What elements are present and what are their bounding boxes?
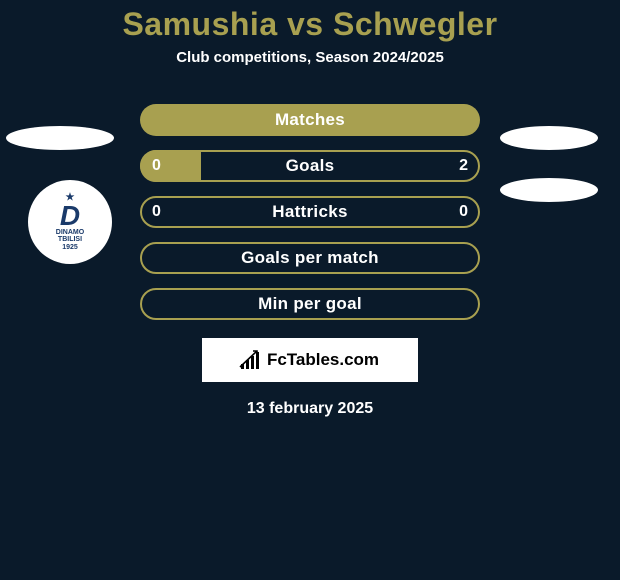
badge-top-text: DINAMO <box>56 229 84 237</box>
badge-year: 1925 <box>62 244 78 252</box>
ellipse-decor-right-1 <box>500 126 598 150</box>
stat-label: Hattricks <box>140 202 480 222</box>
ellipse-decor-right-2 <box>500 178 598 202</box>
date-label: 13 february 2025 <box>247 400 373 418</box>
club-badge: ★ D DINAMO TBILISI 1925 <box>28 180 112 264</box>
site-logo: FcTables.com <box>202 338 418 382</box>
stat-label: Goals <box>140 156 480 176</box>
stat-value-right: 2 <box>459 157 468 175</box>
stat-label: Goals per match <box>140 248 480 268</box>
logo-chart-icon <box>241 351 263 369</box>
club-badge-inner: ★ D DINAMO TBILISI 1925 <box>56 192 84 251</box>
vs-label: vs <box>287 6 324 42</box>
player2-name: Schwegler <box>333 6 498 42</box>
comparison-card: Samushia vs Schwegler Club competitions,… <box>0 0 620 580</box>
logo-arrow-icon <box>239 349 263 369</box>
stat-label: Min per goal <box>140 294 480 314</box>
stat-row: Min per goal <box>140 288 480 320</box>
player1-name: Samushia <box>122 6 277 42</box>
badge-bottom-text: TBILISI <box>58 236 82 244</box>
stat-label: Matches <box>140 110 480 130</box>
logo-text: FcTables.com <box>267 350 379 370</box>
badge-letter: D <box>60 203 80 228</box>
stat-row: Goals per match <box>140 242 480 274</box>
stat-value-right: 0 <box>459 203 468 221</box>
page-title: Samushia vs Schwegler <box>122 6 497 43</box>
stat-row: Matches <box>140 104 480 136</box>
ellipse-decor-left-1 <box>6 126 114 150</box>
subtitle: Club competitions, Season 2024/2025 <box>176 49 444 66</box>
stat-value-left: 0 <box>152 157 161 175</box>
stat-value-left: 0 <box>152 203 161 221</box>
stat-row: Goals0 2 <box>140 150 480 182</box>
stat-row: Hattricks0 0 <box>140 196 480 228</box>
